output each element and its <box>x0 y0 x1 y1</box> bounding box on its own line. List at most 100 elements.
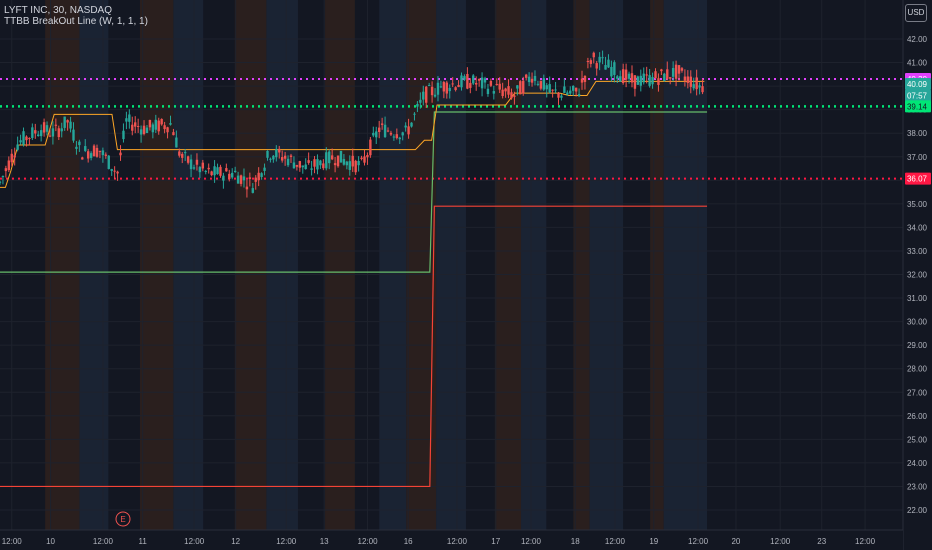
candle-body <box>348 161 351 170</box>
candle-body <box>231 172 234 178</box>
price-axis[interactable]: 42.0041.0040.0039.0038.0037.0036.0035.00… <box>902 0 932 550</box>
candle-body <box>278 148 281 153</box>
candle-body <box>134 122 137 127</box>
candle-body <box>183 152 187 154</box>
candle-body <box>316 159 319 170</box>
candle-body <box>439 86 443 88</box>
green-dotted-label: 39.14 <box>907 102 928 111</box>
red-dotted-label: 36.07 <box>907 175 928 184</box>
y-tick-label: 26.00 <box>907 412 928 421</box>
indicator-title[interactable]: TTBB BreakOut Line (W, 1, 1, 1) <box>4 16 148 27</box>
candle-body <box>554 89 557 91</box>
candle-body <box>463 76 466 80</box>
candle-body <box>22 131 25 145</box>
candle-body <box>13 155 16 158</box>
candle-body <box>389 132 393 135</box>
candle-body <box>181 153 184 158</box>
candle-body <box>154 119 157 130</box>
session-band <box>589 0 624 530</box>
y-tick-label: 29.00 <box>907 341 928 350</box>
candle-body <box>84 146 87 151</box>
candle-body <box>560 95 563 98</box>
x-tick-label: 12:00 <box>770 537 791 546</box>
candle-body <box>522 80 525 94</box>
candle-body <box>645 74 648 76</box>
session-band <box>573 0 590 530</box>
candle-body <box>686 76 690 83</box>
y-tick-label: 22.00 <box>907 506 928 515</box>
breakout-red-line <box>0 205 708 488</box>
candle-body <box>536 83 540 85</box>
candle-body <box>342 159 346 165</box>
candle-body <box>583 75 587 82</box>
candle-body <box>363 156 366 163</box>
symbol-title[interactable]: LYFT INC, 30, NASDAQ <box>4 5 112 16</box>
session-band <box>436 0 466 530</box>
candle-body <box>516 85 519 89</box>
candle-body <box>451 83 454 85</box>
candle-body <box>692 84 695 89</box>
candle-body <box>542 78 546 90</box>
candle-body <box>119 152 122 156</box>
candle-body <box>333 163 337 166</box>
candle-body <box>86 151 90 159</box>
candle-body <box>351 155 354 167</box>
candle-body <box>225 168 228 172</box>
candle-body <box>0 181 2 183</box>
candle-body <box>380 123 384 125</box>
candle-body <box>60 128 63 132</box>
candle-body <box>128 114 131 122</box>
time-axis[interactable]: 12:00 10 12:00 11 12:00 12 12:00 13 12:00 16 12:00… <box>0 529 903 550</box>
candle-body <box>39 130 43 137</box>
red-dotted-label-bg <box>905 172 931 185</box>
candle-body <box>404 125 407 128</box>
x-tick-label: 12:00 <box>276 537 297 546</box>
candle-body <box>486 88 490 95</box>
candle-body <box>260 173 263 178</box>
candle-body <box>198 167 202 173</box>
earnings-marker-circle[interactable] <box>115 511 131 527</box>
candle-body <box>201 162 205 169</box>
candle-body <box>489 80 493 86</box>
x-tick-label: 12:00 <box>93 537 114 546</box>
candle-body <box>410 122 413 127</box>
candle-body <box>178 151 181 156</box>
candle-body <box>172 132 175 136</box>
candle-body <box>325 152 328 169</box>
candle-body <box>286 158 290 166</box>
green-dotted-label-bg <box>905 100 931 113</box>
candle-body <box>657 78 660 85</box>
y-tick-label: 42.00 <box>907 35 928 44</box>
candle-body <box>607 59 610 68</box>
candle-body <box>242 176 246 181</box>
candle-body <box>66 120 69 123</box>
candle-body <box>442 82 446 92</box>
candle-body <box>595 63 598 69</box>
candle-body <box>427 85 431 87</box>
candle-body <box>648 75 651 86</box>
candle-body <box>598 56 601 63</box>
candle-body <box>248 177 252 179</box>
candle-body <box>613 62 616 75</box>
x-tick-label: 12:00 <box>855 537 876 546</box>
candle-body <box>48 135 52 137</box>
candle-body <box>4 168 8 172</box>
earnings-marker[interactable]: E <box>115 511 131 527</box>
candle-body <box>430 86 434 96</box>
candle-body <box>580 78 584 83</box>
candle-body <box>292 162 296 169</box>
candle-body <box>272 155 275 160</box>
candle-body <box>34 130 37 134</box>
candle-body <box>395 134 399 139</box>
session-band <box>266 0 298 530</box>
candle-body <box>433 94 437 97</box>
y-tick-label: 28.00 <box>907 365 928 374</box>
y-tick-label: 41.00 <box>907 59 928 68</box>
session-band <box>234 0 267 530</box>
candle-body <box>627 73 631 79</box>
candle-body <box>31 127 34 138</box>
candle-body <box>369 139 372 156</box>
currency-button[interactable]: USD <box>905 4 927 22</box>
x-tick-label: 23 <box>817 537 826 546</box>
